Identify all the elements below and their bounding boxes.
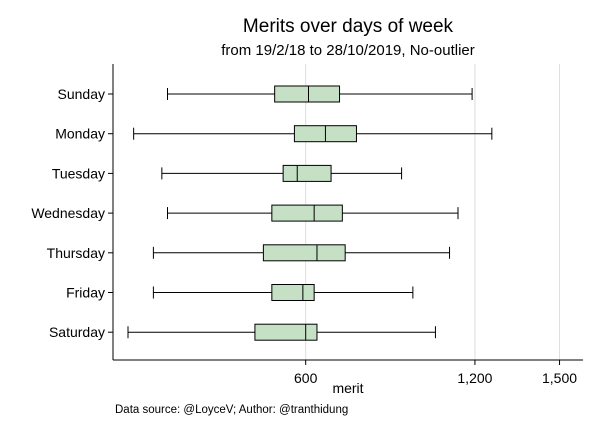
box-friday [271,284,315,301]
x-tick-label-1: 1,200 [457,370,492,386]
box-thursday [262,244,346,262]
y-tick-label-monday: Monday [55,126,105,142]
box-tuesday [282,164,332,182]
x-axis-title: merit [332,380,363,396]
y-tick-label-thursday: Thursday [47,245,105,261]
y-tick-label-sunday: Sunday [58,86,105,102]
x-tick-label-0: 600 [294,370,318,386]
chart-subtitle: from 19/2/18 to 28/10/2019, No-outlier [221,42,475,59]
box-sunday [274,85,341,103]
box-saturday [254,323,318,341]
source-note: Data source: @LoyceV; Author: @tranthidu… [115,404,349,416]
y-tick-label-tuesday: Tuesday [52,165,105,181]
y-tick-label-saturday: Saturday [49,324,105,340]
labels-layer: 600 1,200 1,500 Sunday Monday Tuesday Wednesda… [31,86,577,386]
y-tick-label-wednesday: Wednesday [31,205,105,221]
boxes-layer [127,85,493,341]
axes-layer [112,64,583,361]
chart-title: Merits over days of week [242,16,454,37]
box-wednesday [271,204,343,222]
x-tick-label-2: 1,500 [542,370,577,386]
y-tick-label-friday: Friday [66,285,105,301]
